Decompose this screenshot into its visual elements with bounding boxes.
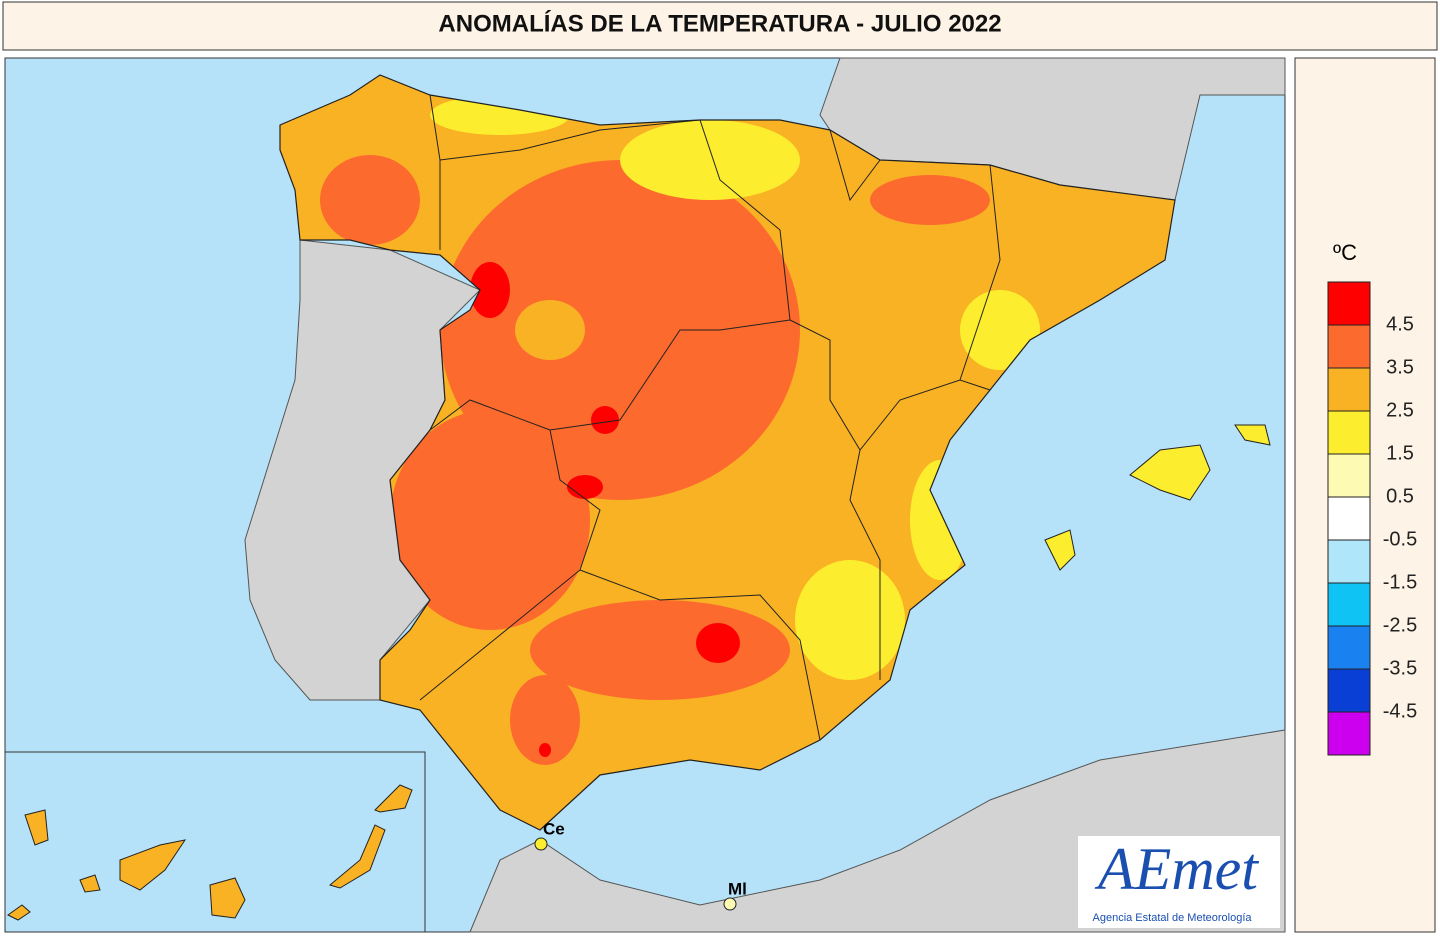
zone-25 xyxy=(515,300,585,360)
region-borders xyxy=(419,94,1001,741)
place-label: Ml xyxy=(728,879,747,898)
zone-15 xyxy=(960,290,1040,370)
zone-35 xyxy=(320,155,420,245)
legend-swatch xyxy=(1327,539,1371,584)
legend-swatch xyxy=(1327,711,1371,756)
legend-swatch xyxy=(1327,281,1371,326)
legend-label: -3.5 xyxy=(1383,657,1417,679)
spain-outline xyxy=(279,74,1176,831)
legend-label: -0.5 xyxy=(1383,528,1417,550)
balearics xyxy=(1044,424,1271,571)
zone-35 xyxy=(510,675,580,765)
legend-label: 1.5 xyxy=(1386,442,1414,464)
legend-label: -4.5 xyxy=(1383,700,1417,722)
logo-name: AEmet xyxy=(1094,836,1259,902)
legend-swatch xyxy=(1327,410,1371,455)
legend-label: -1.5 xyxy=(1383,571,1417,593)
zone-35 xyxy=(440,160,800,500)
legend-swatch xyxy=(1327,496,1371,541)
legend-label: 3.5 xyxy=(1386,356,1414,378)
map-title: ANOMALÍAS DE LA TEMPERATURA - JULIO 2022 xyxy=(438,9,1001,37)
logo-box xyxy=(1078,836,1280,928)
logo-subtitle: Agencia Estatal de Meteorología xyxy=(1093,912,1253,924)
melilla xyxy=(723,897,737,911)
zone-45 xyxy=(591,406,619,434)
legend-swatch xyxy=(1327,582,1371,627)
legend: 4.5 3.5 2.5 1.5 0.5 -0.5 -1.5 -2.5 -3.5 -4.5 xyxy=(1327,281,1417,756)
legend-swatch xyxy=(1327,367,1371,412)
legend-label: 0.5 xyxy=(1386,485,1414,507)
zone-35 xyxy=(870,175,990,225)
zone-45 xyxy=(567,475,603,499)
canary-islands xyxy=(7,784,413,921)
zone-15 xyxy=(795,560,905,680)
legend-swatch xyxy=(1327,453,1371,498)
ceuta xyxy=(534,837,548,851)
legend-unit: ºC xyxy=(1333,240,1357,265)
zone-15 xyxy=(620,120,800,200)
zone-45 xyxy=(539,743,551,757)
legend-swatch xyxy=(1327,668,1371,713)
zone-35 xyxy=(390,410,590,630)
zone-45 xyxy=(696,623,740,663)
legend-label: 2.5 xyxy=(1386,399,1414,421)
place-label: Ce xyxy=(543,819,565,838)
legend-label: -2.5 xyxy=(1383,614,1417,636)
legend-swatch xyxy=(1327,625,1371,670)
title-bar xyxy=(2,1,1438,51)
zone-35 xyxy=(530,600,790,700)
zone-45 xyxy=(470,262,510,318)
legend-swatch xyxy=(1327,324,1371,369)
legend-label: 4.5 xyxy=(1386,313,1414,335)
